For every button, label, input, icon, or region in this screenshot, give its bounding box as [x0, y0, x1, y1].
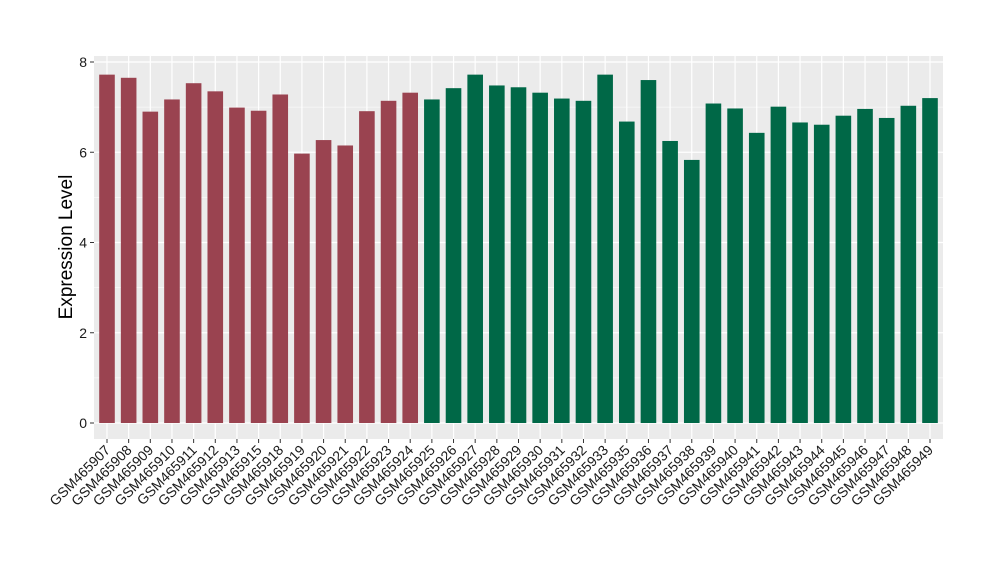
bars-group	[99, 74, 938, 424]
bar-GSM465922	[359, 111, 375, 423]
bar-GSM465931	[554, 98, 570, 424]
bar-GSM465943	[792, 122, 808, 423]
bar-GSM465941	[748, 132, 765, 423]
bar-GSM465907	[99, 74, 115, 423]
bar-GSM465929	[510, 87, 527, 424]
y-axis-title: Expression Level	[56, 175, 77, 320]
bar-GSM465930	[532, 92, 548, 423]
y-axis: 0 2 4 6 8	[79, 54, 94, 431]
bar-GSM465920	[315, 140, 332, 423]
bar-GSM465913	[229, 107, 245, 424]
bar-GSM465940	[727, 108, 743, 423]
bar-GSM465927	[467, 74, 483, 423]
bar-GSM465946	[857, 108, 873, 424]
bar-GSM465935	[618, 121, 635, 423]
bar-GSM465910	[164, 99, 180, 424]
bar-GSM465938	[683, 159, 700, 423]
bar-GSM465925	[424, 99, 440, 424]
y-tick-label: 6	[79, 144, 87, 160]
bar-GSM465948	[900, 105, 917, 424]
bar-GSM465939	[705, 103, 722, 423]
bar-GSM465909	[142, 111, 159, 423]
bar-GSM465947	[878, 117, 895, 423]
bar-GSM465924	[402, 92, 419, 423]
bar-GSM465945	[835, 115, 852, 423]
bar-GSM465908	[120, 77, 137, 423]
bar-GSM465932	[575, 100, 592, 424]
x-axis: GSM465907GSM465908GSM465909GSM465910GSM4…	[46, 439, 936, 509]
bar-GSM465912	[207, 91, 224, 424]
bar-GSM465923	[380, 100, 397, 424]
y-tick-label: 8	[79, 54, 87, 70]
y-tick-label: 4	[79, 235, 87, 251]
bar-GSM465949	[922, 98, 938, 423]
y-tick-label: 0	[79, 415, 87, 431]
bar-GSM465911	[185, 83, 202, 424]
bar-GSM465928	[489, 85, 505, 423]
bar-GSM465936	[640, 80, 657, 424]
bar-GSM465937	[662, 140, 678, 423]
y-tick-label: 2	[79, 325, 87, 341]
bar-GSM465926	[445, 88, 462, 424]
bar-GSM465944	[813, 124, 830, 423]
bar-GSM465942	[770, 106, 787, 423]
bar-GSM465933	[597, 74, 613, 423]
bar-GSM465918	[272, 94, 289, 424]
bar-GSM465919	[294, 153, 310, 423]
bar-GSM465921	[337, 145, 354, 423]
bar-GSM465915	[250, 110, 267, 424]
